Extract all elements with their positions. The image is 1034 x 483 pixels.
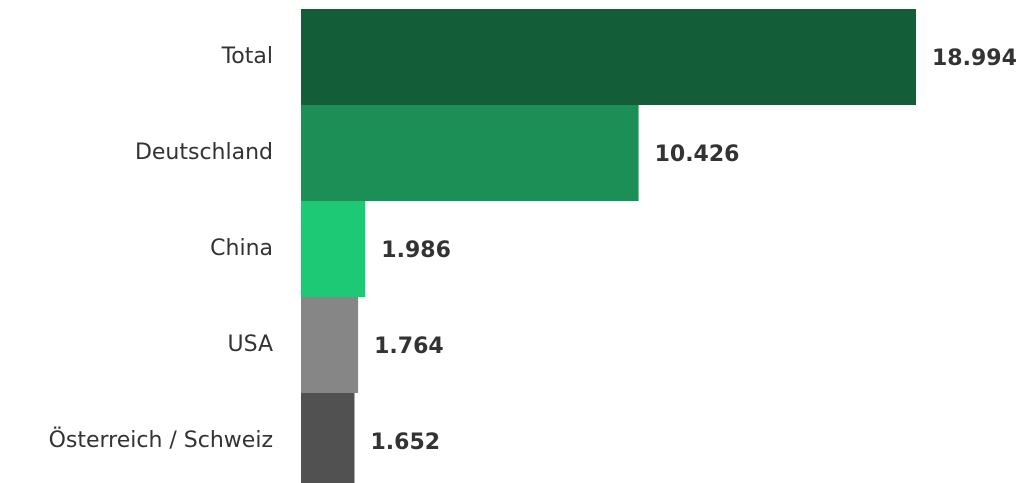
value-labels-group: 18.994 10.426 1.986 1.764 1.652	[370, 46, 1016, 455]
bars-group	[301, 9, 916, 483]
category-labels-group: Total Deutschland China USA Österreich / Sch…	[49, 44, 273, 453]
category-label: USA	[227, 332, 273, 357]
value-label: 1.986	[381, 238, 451, 263]
value-label: 18.994	[932, 46, 1017, 71]
value-label: 1.764	[374, 334, 444, 359]
bar-2	[301, 201, 366, 297]
value-label: 1.652	[370, 430, 440, 455]
category-label: Total	[221, 44, 273, 69]
category-label: Österreich / Schweiz	[49, 427, 273, 453]
category-label: Deutschland	[135, 140, 273, 165]
value-label: 10.426	[655, 142, 740, 167]
bar-1	[301, 105, 639, 201]
category-label: China	[210, 236, 273, 261]
bar-0	[301, 9, 916, 105]
bar-4	[301, 393, 355, 483]
bar-3	[301, 297, 359, 393]
